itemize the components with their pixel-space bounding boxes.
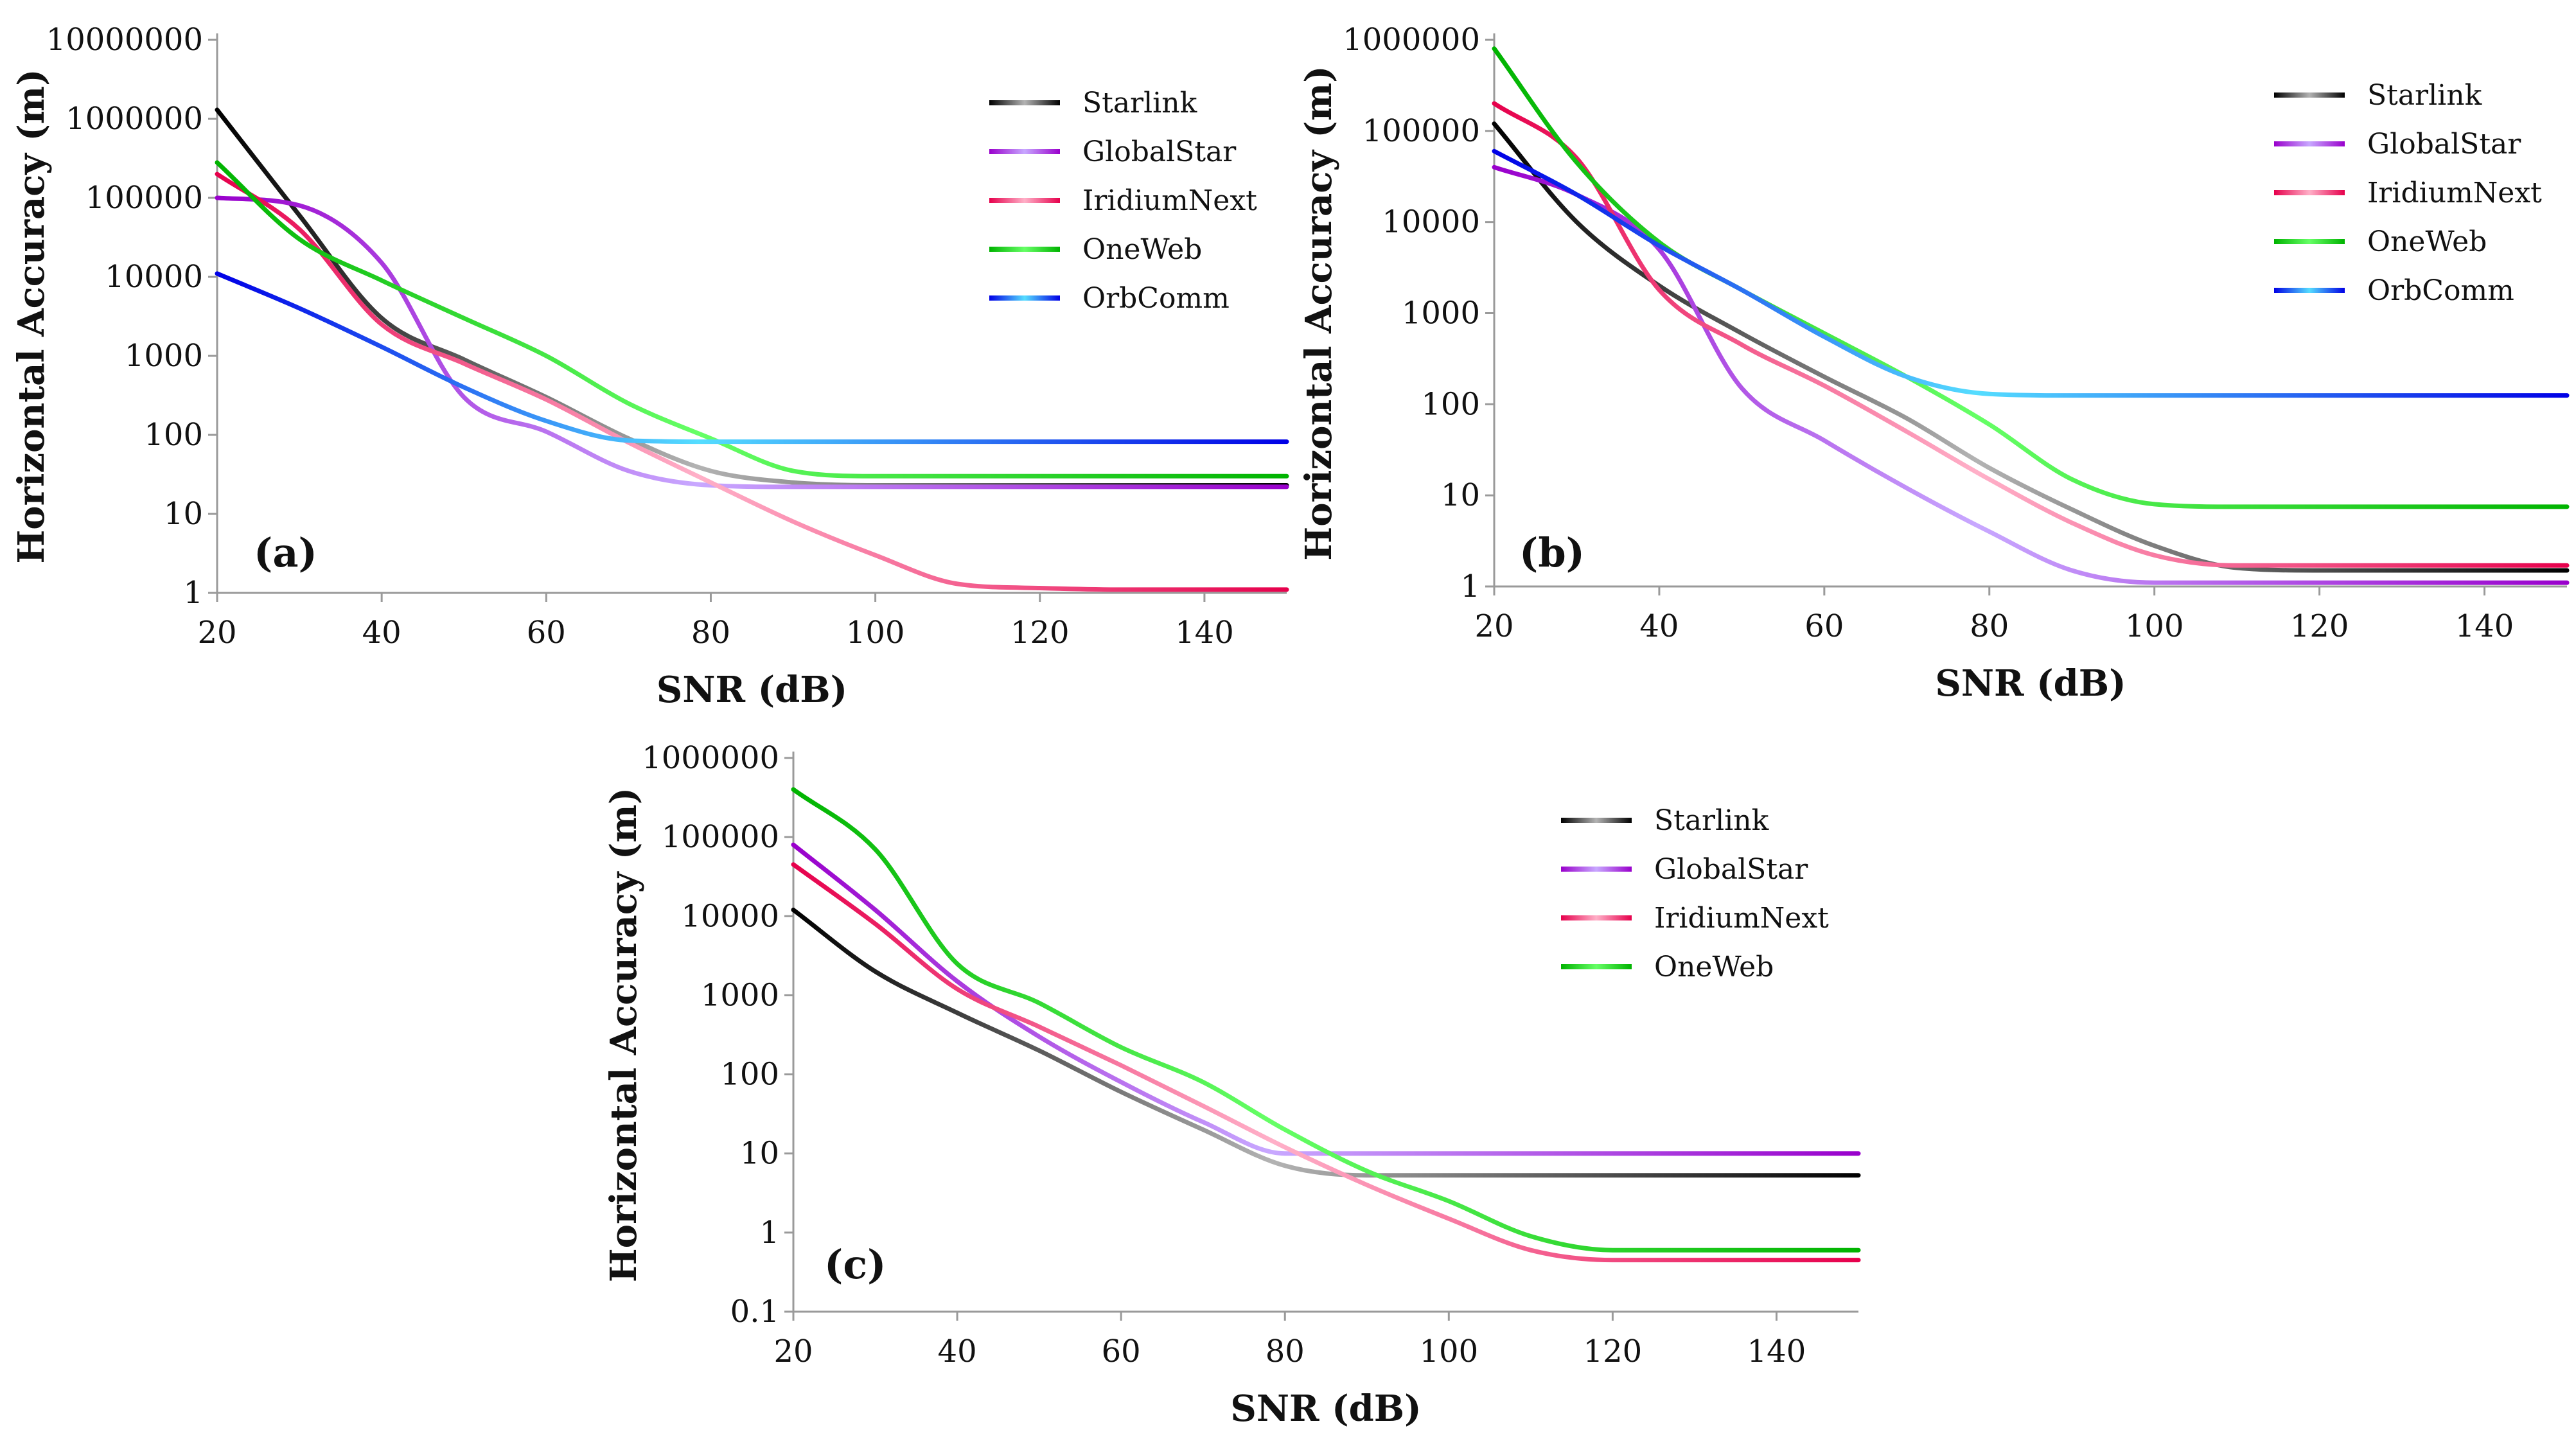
legend-swatch-iridiumnext	[1561, 915, 1632, 920]
x-axis-title: SNR (dB)	[1935, 662, 2126, 705]
x-tick-label: 120	[1584, 1334, 1643, 1369]
legend-label-iridiumnext: IridiumNext	[2367, 177, 2542, 209]
series-line-iridiumnext	[1492, 101, 2570, 568]
series-line-orbcomm	[215, 271, 1289, 445]
y-tick-label: 100000	[662, 819, 779, 855]
legend-label-orbcomm: OrbComm	[1082, 282, 1230, 315]
series-line-starlink	[791, 908, 1861, 1178]
x-tick-label: 40	[362, 615, 401, 651]
series-line-iridiumnext	[215, 172, 1289, 592]
legend-swatch-oneweb	[1561, 964, 1632, 969]
y-tick-label: 10000	[105, 259, 203, 295]
x-tick-label: 100	[846, 615, 905, 651]
legend-swatch-globalstar	[1561, 867, 1632, 872]
series-line-iridiumnext	[791, 862, 1861, 1263]
x-tick-label: 80	[1970, 608, 2009, 644]
series-line-oneweb	[215, 160, 1289, 479]
panel-label: (b)	[1519, 529, 1585, 576]
legend-swatch-orbcomm	[989, 295, 1060, 301]
x-tick-label: 60	[527, 615, 566, 651]
x-tick-label: 140	[1747, 1334, 1806, 1369]
y-tick-label: 0.1	[730, 1294, 779, 1330]
legend-swatch-starlink	[1561, 818, 1632, 823]
y-tick-label: 10000	[681, 898, 779, 934]
legend-label-iridiumnext: IridiumNext	[1082, 184, 1257, 217]
x-tick-label: 20	[773, 1334, 813, 1369]
legend-swatch-orbcomm	[2274, 288, 2345, 293]
y-tick-label: 10000	[1382, 204, 1480, 240]
y-tick-label: 100	[720, 1057, 779, 1093]
y-axis-title: Horizontal Accuracy (m)	[603, 788, 645, 1282]
y-tick-label: 1000000	[66, 101, 203, 137]
y-tick-label: 100000	[1363, 113, 1480, 149]
chart-panel-b: 1 10 100 1000 10000 100000 1000000 20 40 60 80 100 1…	[1298, 22, 2570, 705]
x-tick-label: 120	[1010, 615, 1070, 651]
y-axis-title: Horizontal Accuracy (m)	[1298, 66, 1340, 560]
y-tick-label: 10	[164, 496, 203, 532]
legend-label-orbcomm: OrbComm	[2367, 274, 2514, 307]
x-tick-label: 100	[2125, 608, 2184, 644]
x-tick-label: 140	[2455, 608, 2514, 644]
x-axis-title: SNR (dB)	[657, 669, 847, 711]
x-axis-title: SNR (dB)	[1230, 1387, 1421, 1430]
legend-swatch-globalstar	[2274, 141, 2345, 146]
x-tick-label: 40	[1639, 608, 1679, 644]
y-tick-label: 1000000	[642, 740, 779, 776]
y-tick-label: 100	[144, 417, 203, 453]
legend-swatch-oneweb	[989, 247, 1060, 252]
series-line-starlink	[1492, 121, 2570, 573]
legend-swatch-oneweb	[2274, 239, 2345, 244]
y-axis-title: Horizontal Accuracy (m)	[10, 69, 53, 563]
legend-label-globalstar: GlobalStar	[2367, 128, 2521, 161]
x-tick-label: 20	[197, 615, 236, 651]
x-tick-label: 80	[1266, 1334, 1305, 1369]
y-tick-label: 10000000	[46, 22, 203, 58]
legend-label-starlink: Starlink	[1082, 87, 1197, 119]
series-line-globalstar	[791, 842, 1861, 1156]
x-tick-label: 120	[2290, 608, 2349, 644]
series-line-orbcomm	[1492, 148, 2570, 398]
x-tick-label: 40	[938, 1334, 977, 1369]
y-tick-label: 1000	[125, 338, 203, 374]
legend-label-globalstar: GlobalStar	[1082, 136, 1237, 168]
legend-label-oneweb: OneWeb	[1082, 233, 1202, 266]
series-line-globalstar	[215, 195, 1289, 489]
y-tick-label: 1	[759, 1215, 779, 1251]
y-tick-label: 100	[1421, 386, 1480, 422]
x-tick-label: 100	[1419, 1334, 1478, 1369]
x-tick-label: 60	[1102, 1334, 1141, 1369]
y-tick-label: 1000000	[1343, 22, 1480, 58]
legend-label-oneweb: OneWeb	[1654, 951, 1774, 983]
legend-label-globalstar: GlobalStar	[1654, 853, 1808, 886]
x-tick-label: 60	[1804, 608, 1844, 644]
legend-label-starlink: Starlink	[1654, 804, 1769, 837]
y-tick-label: 1	[183, 575, 203, 611]
legend-swatch-iridiumnext	[2274, 190, 2345, 195]
legend-label-oneweb: OneWeb	[2367, 225, 2487, 258]
chart-panel-a: 1 10 100 1000 10000 100000 1000000 10000000 20 40…	[10, 22, 1289, 711]
series-line-oneweb	[791, 787, 1861, 1253]
y-tick-label: 100000	[85, 180, 203, 216]
y-tick-label: 10	[1441, 477, 1480, 513]
y-tick-label: 1000	[1402, 295, 1480, 331]
legend-swatch-iridiumnext	[989, 198, 1060, 203]
x-tick-label: 20	[1474, 608, 1513, 644]
legend-swatch-starlink	[989, 100, 1060, 105]
panel-label: (a)	[254, 529, 317, 576]
series-line-globalstar	[1492, 164, 2570, 585]
x-tick-label: 140	[1175, 615, 1234, 651]
legend-label-starlink: Starlink	[2367, 79, 2482, 112]
panel-label: (c)	[824, 1241, 886, 1288]
y-tick-label: 1000	[701, 977, 779, 1013]
legend-label-iridiumnext: IridiumNext	[1654, 902, 1829, 935]
legend-swatch-globalstar	[989, 149, 1060, 154]
y-tick-label: 1	[1460, 568, 1480, 604]
x-tick-label: 80	[691, 615, 730, 651]
chart-panel-c: 0.1 1 10 100 1000 10000 100000 1000000 20 40 60 80 1…	[603, 740, 1861, 1430]
legend-swatch-starlink	[2274, 92, 2345, 98]
series-line-oneweb	[1492, 46, 2570, 509]
y-tick-label: 10	[740, 1136, 779, 1172]
